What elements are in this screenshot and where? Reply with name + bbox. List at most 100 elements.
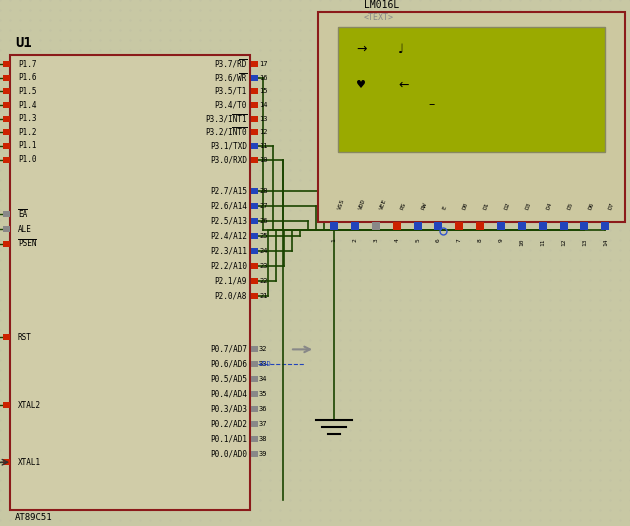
Text: P1.7: P1.7: [18, 59, 37, 68]
Text: 1: 1: [331, 238, 336, 242]
Text: 5: 5: [415, 238, 420, 242]
Bar: [251, 391, 258, 398]
Bar: [3, 129, 9, 135]
Text: <TEXT>: <TEXT>: [364, 13, 394, 22]
Text: 12: 12: [561, 238, 566, 246]
Text: D1: D1: [483, 201, 490, 210]
Text: P2.6/A14: P2.6/A14: [210, 201, 247, 210]
Text: 4: 4: [394, 238, 399, 242]
Bar: [318, 12, 625, 222]
Text: 23: 23: [259, 263, 268, 269]
Text: 7: 7: [457, 238, 462, 242]
Text: P2.5/A13: P2.5/A13: [210, 217, 247, 226]
Text: P2.1/A9: P2.1/A9: [215, 277, 247, 286]
Text: P2.4/A12: P2.4/A12: [210, 231, 247, 240]
Text: U1: U1: [15, 36, 32, 50]
Text: ←: ←: [398, 78, 408, 92]
Text: P1.5: P1.5: [18, 87, 37, 96]
Text: 2: 2: [353, 238, 358, 242]
Text: 10: 10: [519, 238, 524, 246]
Text: 15: 15: [259, 88, 268, 94]
Bar: [414, 222, 421, 230]
Text: P0.5/AD5: P0.5/AD5: [210, 375, 247, 384]
Bar: [251, 233, 258, 239]
Bar: [251, 218, 258, 224]
Text: D0: D0: [462, 201, 469, 210]
Bar: [3, 116, 9, 122]
Bar: [251, 203, 258, 209]
Text: P3.3/INT1: P3.3/INT1: [205, 114, 247, 123]
Text: 12: 12: [259, 129, 268, 135]
Bar: [251, 88, 258, 94]
Bar: [3, 61, 9, 67]
Bar: [251, 437, 258, 442]
Bar: [251, 451, 258, 458]
Bar: [3, 402, 9, 408]
Bar: [251, 347, 258, 352]
Text: 14: 14: [259, 102, 268, 108]
Bar: [251, 157, 258, 163]
Bar: [251, 248, 258, 254]
Bar: [251, 143, 258, 149]
Text: 34: 34: [259, 377, 268, 382]
Bar: [392, 222, 401, 230]
Text: P3.6/WR: P3.6/WR: [215, 73, 247, 82]
Text: P0.4/AD4: P0.4/AD4: [210, 390, 247, 399]
Text: 6: 6: [436, 238, 441, 242]
Bar: [3, 143, 9, 149]
Bar: [251, 188, 258, 194]
Text: 35: 35: [259, 391, 268, 398]
Text: P0.3/AD3: P0.3/AD3: [210, 405, 247, 414]
Text: 9: 9: [498, 238, 503, 242]
Text: P2.0/A8: P2.0/A8: [215, 291, 247, 301]
Text: P1.1: P1.1: [18, 141, 37, 150]
Text: P3.2/INT0: P3.2/INT0: [205, 128, 247, 137]
Bar: [351, 222, 359, 230]
Text: P0.1/AD1: P0.1/AD1: [210, 435, 247, 444]
Bar: [251, 116, 258, 122]
Text: RW: RW: [421, 201, 428, 210]
Bar: [601, 222, 609, 230]
Text: 10: 10: [259, 157, 268, 163]
Text: 39: 39: [259, 451, 268, 458]
Text: 36: 36: [259, 407, 268, 412]
Text: D4: D4: [546, 201, 553, 210]
Text: 14: 14: [603, 238, 608, 246]
Bar: [580, 222, 588, 230]
Text: P0.2/AD2: P0.2/AD2: [210, 420, 247, 429]
Bar: [539, 222, 547, 230]
Text: P2.2/A10: P2.2/A10: [210, 261, 247, 270]
Text: 17: 17: [259, 61, 268, 67]
Text: VEE: VEE: [379, 198, 387, 210]
Bar: [10, 55, 250, 510]
Text: D5: D5: [566, 201, 574, 210]
Text: VDD: VDD: [259, 361, 272, 367]
Bar: [251, 278, 258, 284]
Bar: [251, 421, 258, 428]
Text: XTAL1: XTAL1: [18, 458, 41, 467]
Text: D7: D7: [609, 201, 616, 210]
Text: LM016L: LM016L: [364, 0, 399, 10]
Text: 28: 28: [259, 188, 268, 194]
Bar: [251, 407, 258, 412]
Text: 26: 26: [259, 218, 268, 224]
Text: 13: 13: [259, 116, 268, 122]
Text: P1.4: P1.4: [18, 100, 37, 109]
Text: RST: RST: [18, 332, 32, 341]
Text: P3.1/TXD: P3.1/TXD: [210, 141, 247, 150]
Bar: [559, 222, 568, 230]
Bar: [3, 241, 9, 247]
Bar: [251, 129, 258, 135]
Bar: [3, 334, 9, 340]
Text: P1.0: P1.0: [18, 155, 37, 164]
Text: 22: 22: [259, 278, 268, 284]
Bar: [251, 102, 258, 108]
Bar: [330, 222, 338, 230]
Text: P3.5/T1: P3.5/T1: [215, 87, 247, 96]
Text: P3.7/RD: P3.7/RD: [215, 59, 247, 68]
Text: ♩: ♩: [398, 43, 404, 56]
Bar: [435, 222, 442, 230]
Bar: [338, 27, 605, 152]
Bar: [3, 226, 9, 232]
Bar: [251, 75, 258, 81]
